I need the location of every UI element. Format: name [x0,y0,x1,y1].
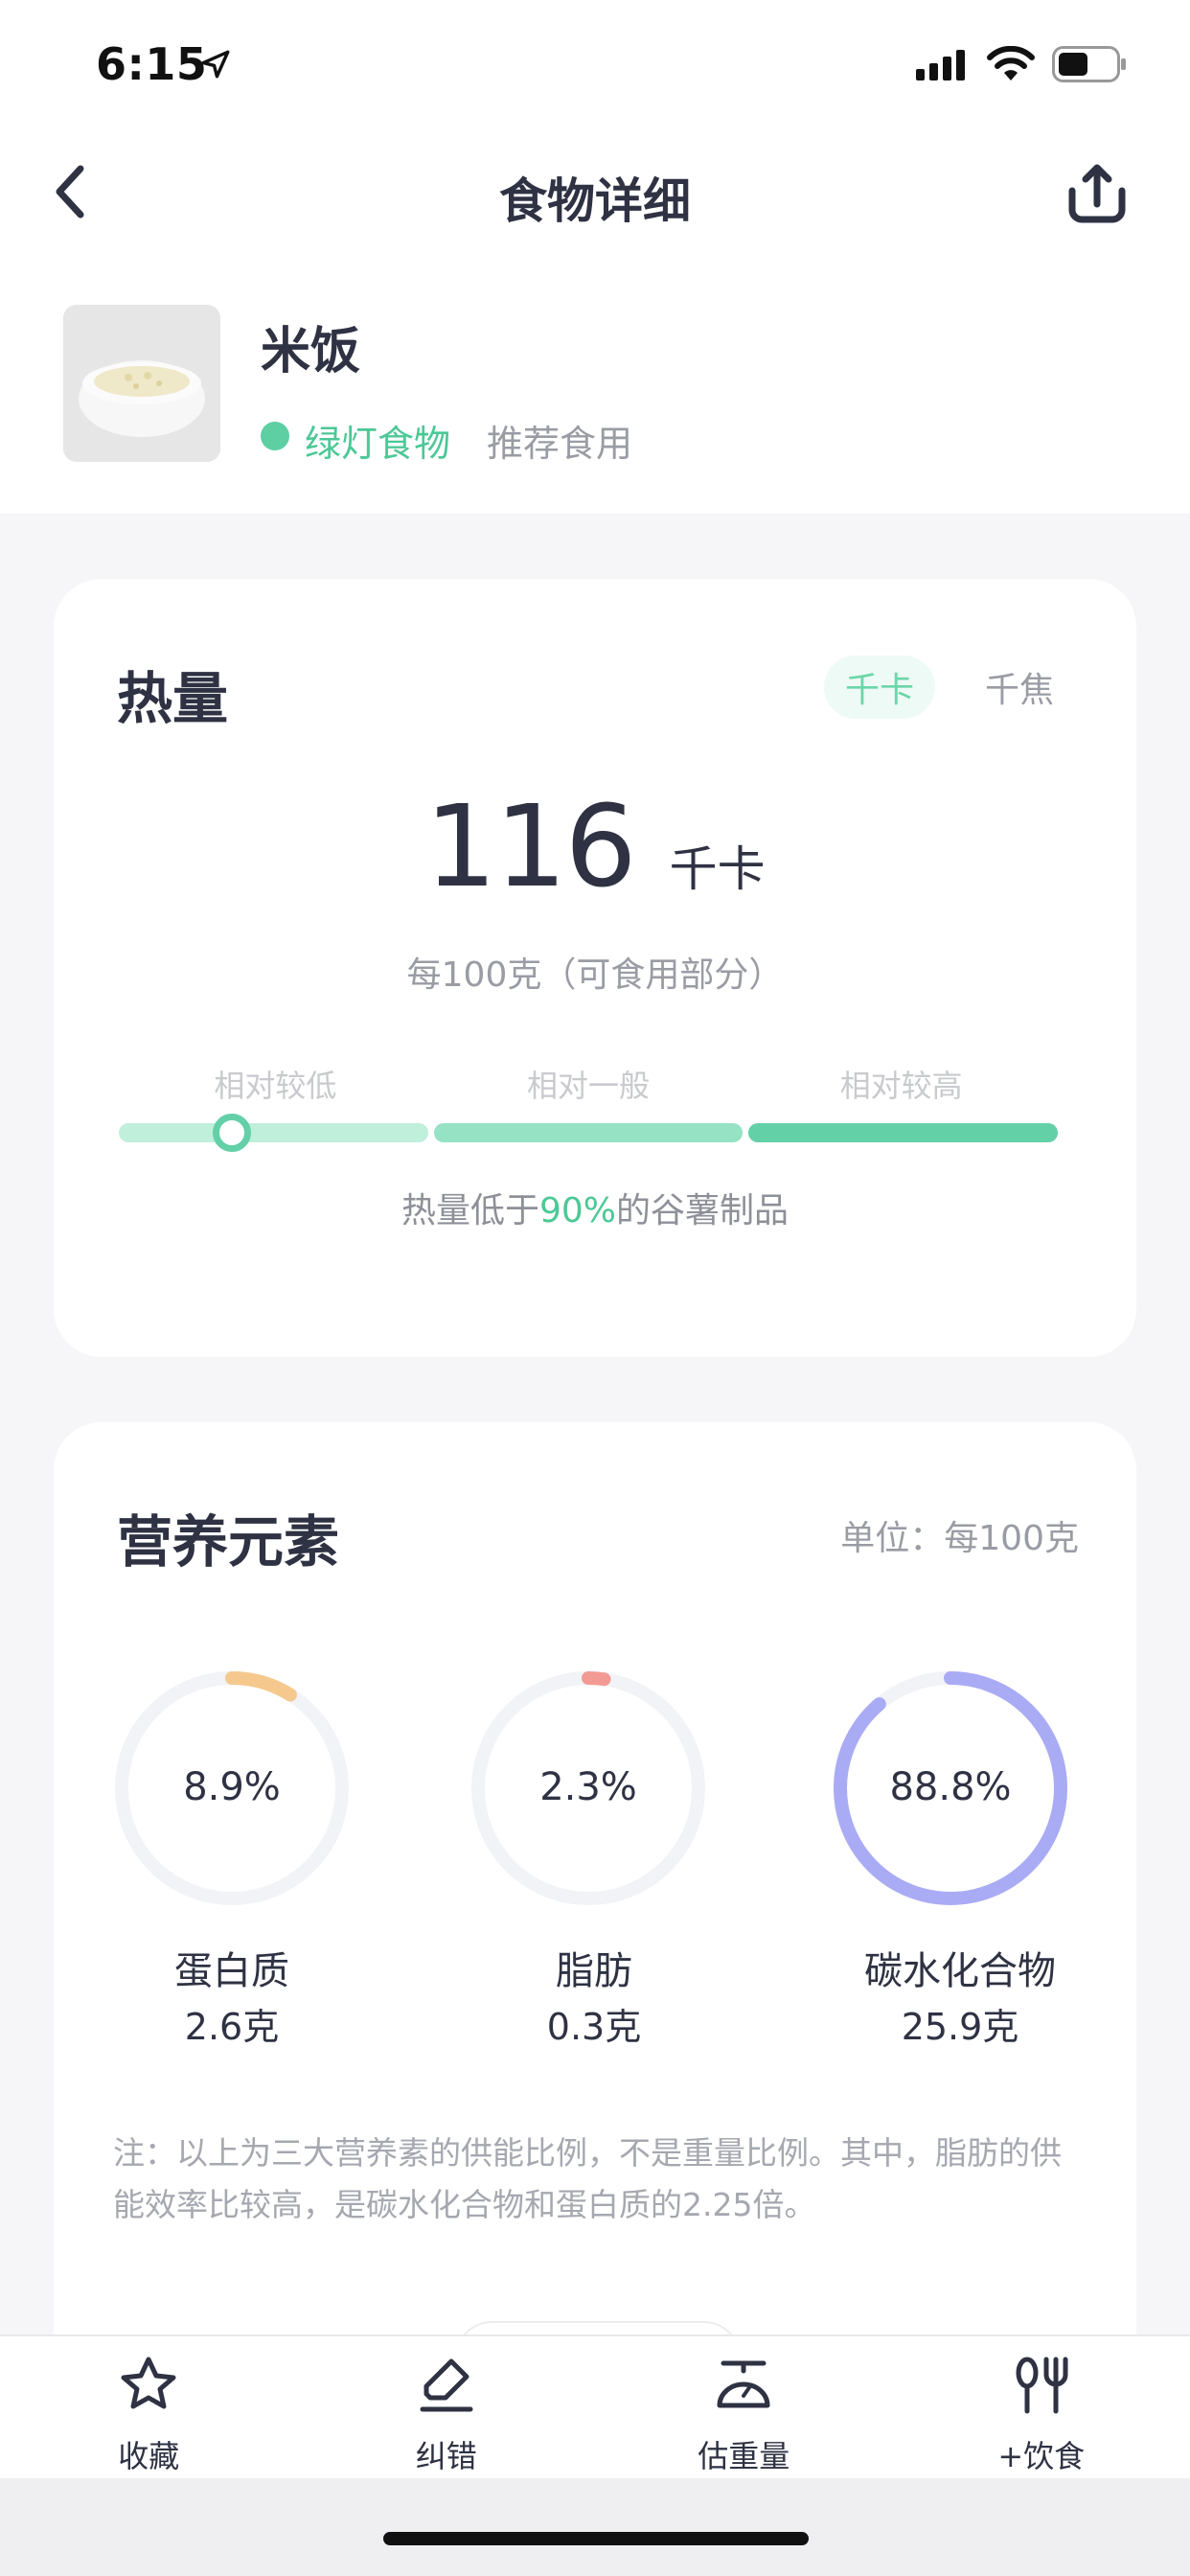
correct-error-label: 纠错 [415,2438,477,2474]
correct-error-button[interactable]: 纠错 [298,2336,596,2478]
nutrient-unit-note: 单位：每100克 [840,1519,1079,1558]
calorie-title: 热量 [117,666,229,731]
protein-label: 蛋白质 [174,1949,289,1993]
carb-ring-arc [834,1671,1067,1905]
fat-label: 脂肪 [556,1949,632,1993]
location-arrow-icon [201,50,230,79]
wifi-icon [987,46,1035,80]
nutrient-note: 注：以上为三大营养素的供能比例，不是重量比例。其中，脂肪的供能效率比较高，是碳水… [113,2134,1062,2223]
protein-amount: 2.6克 [184,2006,280,2048]
fork-spoon-icon [1016,2357,1068,2414]
level-label-mid: 相对一般 [527,1068,651,1104]
carb-amount: 25.9克 [901,2006,1019,2048]
unit-option-kcal[interactable]: 千卡 [824,656,935,719]
unit-option-kj[interactable]: 千焦 [984,671,1054,710]
share-icon [1068,164,1126,223]
fat-amount: 0.3克 [546,2006,642,2048]
back-button[interactable] [42,157,100,226]
level-label-low: 相对较低 [214,1068,337,1104]
favorite-label: 收藏 [118,2438,180,2474]
food-image [63,305,220,462]
level-segment-mid [433,1123,744,1142]
level-segment-low [119,1123,428,1142]
status-bar: 6:15 [0,0,1190,125]
light-label: 绿灯食物 [305,423,451,465]
star-icon [121,2357,176,2409]
eraser-icon [420,2358,473,2412]
unit-toggle: 千卡 千焦 [824,656,1104,719]
add-diet-button[interactable]: +饮食 [893,2336,1190,2478]
protein-percent: 8.9% [183,1765,281,1809]
recommendation-text: 推荐食用 [487,423,633,465]
add-diet-label: +饮食 [997,2438,1086,2474]
calorie-value: 116 [424,780,636,912]
calorie-value-row: 116 千卡 [54,780,1136,912]
estimate-weight-label: 估重量 [698,2438,790,2474]
home-indicator[interactable] [383,2532,809,2545]
fat-ring: 2.3% [464,1664,713,1913]
level-segment-high [748,1123,1059,1142]
compare-prefix: 热量低于 [400,1191,539,1230]
level-labels: 相对较低 相对一般 相对较高 [119,1062,1058,1106]
fat-ring-arc [471,1671,705,1905]
carb-ring: 88.8% [826,1664,1075,1913]
protein-ring: 8.9% [107,1664,356,1913]
calorie-basis: 每100克（可食用部分） [406,955,784,995]
favorite-button[interactable]: 收藏 [0,2336,298,2478]
green-light-dot [261,422,289,450]
chevron-left-icon [56,165,84,218]
compare-suffix: 的谷薯制品 [616,1191,790,1230]
carb-percent: 88.8% [889,1765,1012,1809]
level-bar [119,1123,1059,1142]
status-time: 6:15 [96,38,208,90]
protein-ring-arc [115,1671,349,1905]
estimate-weight-button[interactable]: 估重量 [595,2336,893,2478]
nutrient-title: 营养元素 [117,1509,340,1575]
calorie-unit: 千卡 [669,841,766,897]
bottom-toolbar: 收藏 纠错 估重量 +饮食 [0,2334,1190,2478]
nav-bar: 食物详细 [0,134,1190,249]
cellular-signal-icon [916,50,965,80]
food-name: 米饭 [261,323,361,380]
home-indicator-area [0,2478,1190,2576]
battery-icon [1052,46,1126,82]
page-title: 食物详细 [499,173,691,229]
level-label-high: 相对较高 [839,1068,963,1104]
share-button[interactable] [1064,159,1131,226]
compare-percent: 90% [538,1191,616,1230]
scale-icon [717,2360,770,2408]
carb-label: 碳水化合物 [864,1949,1056,1993]
food-header: 米饭 绿灯食物 推荐食用 [0,297,1190,470]
level-indicator-knob [212,1114,251,1152]
top-area: 6:15 食物详细 [0,0,1190,514]
calorie-card: 热量 千卡 千焦 116 千卡 每100克（可食用部分） 相对较低 相对一般 相对… [54,579,1136,1357]
nutrient-card: 营养元素 单位：每100克 8.9% 蛋白质 2.6克 2.3% 脂肪 0.3克… [54,1422,1136,2398]
calorie-comparison: 热量低于90%的谷薯制品 [54,1183,1136,1232]
fat-percent: 2.3% [539,1765,637,1809]
